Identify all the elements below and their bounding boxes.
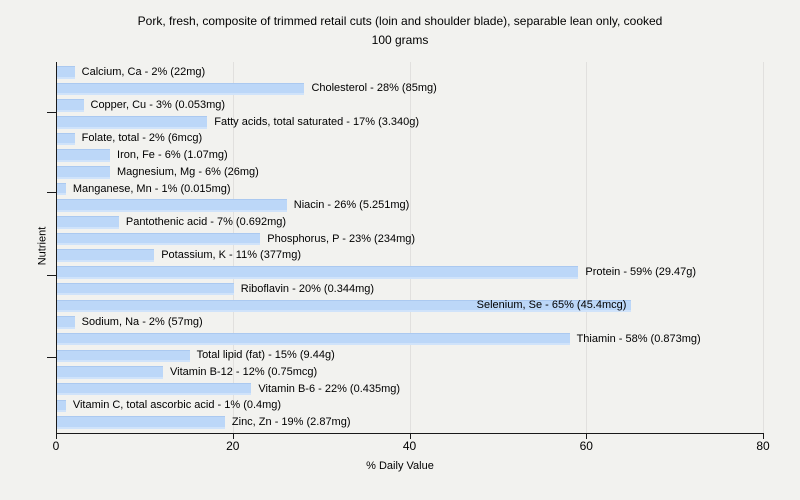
bar-label: Manganese, Mn - 1% (0.015mg)	[72, 182, 231, 195]
bar-manganese-mn[interactable]	[57, 182, 66, 196]
y-axis-tick-0	[47, 112, 56, 113]
x-axis-tick-80	[763, 434, 764, 439]
bar-pantothenic-acid[interactable]	[57, 216, 119, 229]
bar-label: Vitamin B-6 - 22% (0.435mg)	[258, 382, 401, 395]
y-axis-line	[56, 62, 57, 433]
bar-label: Selenium, Se - 65% (45.4mcg)	[476, 299, 627, 312]
gridline-x-40	[409, 62, 411, 433]
chart-title-line-2: 100 grams	[371, 33, 429, 47]
bar-label: Phosphorus, P - 23% (234mg)	[267, 232, 416, 245]
y-axis-tick-1	[47, 192, 56, 193]
chart-title-line-1: Pork, fresh, composite of trimmed retail…	[137, 14, 663, 28]
bar-label: Potassium, K - 11% (377mg)	[161, 249, 301, 262]
x-axis-tick-40	[409, 434, 411, 439]
y-axis-title: Nutrient	[36, 226, 49, 266]
bar-label: Vitamin B-12 - 12% (0.75mcg)	[170, 365, 318, 378]
bar-niacin[interactable]	[57, 199, 287, 212]
gridline-x-80	[763, 62, 764, 433]
bar-riboflavin[interactable]	[57, 282, 234, 296]
bar-label: Magnesium, Mg - 6% (26mg)	[117, 165, 259, 178]
bar-calcium-ca[interactable]	[57, 66, 75, 79]
x-axis-tick-60	[586, 434, 588, 439]
x-axis-tick-label-40: 40	[402, 439, 417, 453]
bar-folate-total[interactable]	[57, 132, 75, 146]
bar-vitamin-b-6[interactable]	[57, 382, 252, 396]
y-axis-tick-2	[47, 275, 56, 276]
bar-fatty-acids-total-saturated[interactable]	[57, 116, 208, 129]
x-axis-tick-20	[232, 434, 234, 439]
bar-total-lipid-fat[interactable]	[57, 349, 190, 363]
bar-copper-cu[interactable]	[57, 99, 84, 112]
x-axis-title: % Daily Value	[366, 460, 434, 472]
bar-label: Total lipid (fat) - 15% (9.44g)	[196, 349, 335, 362]
bar-selenium-se[interactable]	[57, 299, 632, 313]
bar-label: Calcium, Ca - 2% (22mg)	[81, 65, 206, 78]
bar-label: Zinc, Zn - 19% (2.87mg)	[231, 416, 351, 429]
bar-label: Iron, Fe - 6% (1.07mg)	[117, 149, 228, 162]
bar-cholesterol[interactable]	[57, 82, 305, 96]
bar-label: Folate, total - 2% (6mcg)	[81, 132, 203, 145]
bar-zinc-zn[interactable]	[57, 416, 225, 429]
bar-potassium-k[interactable]	[57, 249, 155, 262]
bar-magnesium-mg[interactable]	[57, 166, 111, 179]
bar-label: Protein - 59% (29.47g)	[585, 265, 697, 278]
bar-label: Vitamin C, total ascorbic acid - 1% (0.4…	[72, 399, 282, 412]
x-axis-tick-label-0: 0	[52, 439, 60, 453]
bar-label: Niacin - 26% (5.251mg)	[293, 199, 410, 212]
gridline-x-20	[232, 62, 234, 433]
x-axis-tick-0	[56, 434, 57, 439]
bar-label: Cholesterol - 28% (85mg)	[311, 82, 437, 95]
bar-label: Thiamin - 58% (0.873mg)	[576, 332, 701, 345]
bar-thiamin[interactable]	[57, 332, 570, 346]
bar-iron-fe[interactable]	[57, 149, 111, 162]
bar-phosphorus-p[interactable]	[57, 232, 261, 246]
y-axis-tick-3	[47, 357, 56, 358]
bar-label: Sodium, Na - 2% (57mg)	[81, 315, 203, 328]
bar-sodium-na[interactable]	[57, 316, 75, 329]
gridline-x-60	[586, 62, 588, 433]
bar-vitamin-b-12[interactable]	[57, 366, 164, 379]
bar-label: Copper, Cu - 3% (0.053mg)	[90, 99, 226, 112]
bar-label: Pantothenic acid - 7% (0.692mg)	[125, 215, 287, 228]
x-axis-tick-label-80: 80	[756, 439, 770, 453]
bar-vitamin-c-total-ascorbic-acid[interactable]	[57, 399, 66, 413]
x-axis-tick-label-60: 60	[579, 439, 593, 453]
chart-title: Pork, fresh, composite of trimmed retail…	[0, 12, 800, 50]
x-axis-tick-label-20: 20	[226, 439, 240, 453]
bar-protein[interactable]	[57, 266, 579, 279]
bar-label: Fatty acids, total saturated - 17% (3.34…	[214, 115, 420, 128]
bar-label: Riboflavin - 20% (0.344mg)	[240, 282, 375, 295]
x-axis-line	[56, 433, 764, 434]
